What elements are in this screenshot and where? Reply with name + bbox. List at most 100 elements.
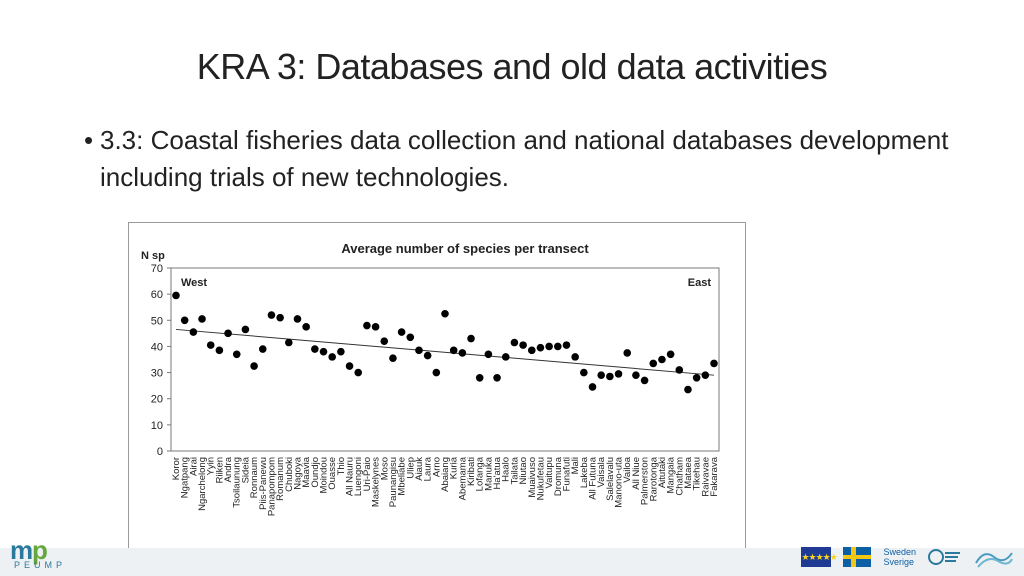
data-point (250, 362, 258, 370)
x-tick-label: Vailoa (622, 456, 633, 482)
fisheries-agency-logo-icon (928, 549, 960, 565)
data-point (519, 341, 527, 349)
mp-logo-icon: m p (10, 535, 48, 565)
data-point (649, 359, 658, 368)
data-point (658, 355, 666, 364)
x-tick-label: Abaiang (440, 457, 451, 492)
x-tick-label: Lakeba (579, 456, 590, 488)
x-tick-label: Vaitupu (544, 457, 555, 489)
x-tick-label: Ngatpang (180, 457, 191, 498)
data-point (189, 328, 198, 336)
x-tick-label: Oundjo (310, 457, 321, 488)
data-point (285, 338, 293, 347)
data-point (484, 350, 493, 359)
data-point (493, 374, 501, 382)
x-tick-label: Yyin (206, 457, 217, 475)
data-point (710, 359, 718, 368)
x-tick-label: Koror (171, 457, 182, 480)
data-point (449, 346, 458, 355)
data-point (302, 323, 310, 331)
x-tick-label: Tailata (509, 456, 520, 484)
x-tick-label: Dromuna (553, 456, 564, 496)
data-point (354, 368, 363, 377)
data-point (475, 374, 484, 382)
data-point (675, 366, 684, 374)
x-tick-label: Nukufetau (535, 457, 546, 500)
data-point (172, 291, 180, 300)
x-tick-label: Piis-Panewu (258, 457, 269, 510)
x-tick-label: Aiauk (414, 457, 425, 481)
data-point (666, 350, 675, 359)
svg-text:m: m (10, 535, 33, 565)
x-tick-label: Kiribati (466, 457, 477, 486)
x-tick-label: Muaivuso (527, 457, 538, 498)
y-tick-label: 50 (151, 315, 163, 327)
data-point (224, 329, 232, 338)
x-tick-label: Maavia (301, 456, 312, 487)
data-point (406, 333, 415, 342)
data-point (267, 311, 276, 319)
x-tick-label: Ha'atua (492, 456, 503, 489)
sweden-label: Sweden Sverige (883, 547, 916, 567)
data-point (614, 370, 623, 378)
data-point (562, 341, 571, 349)
data-point (380, 337, 389, 345)
x-tick-label: Nagoya (292, 456, 303, 489)
species-chart: Average number of species per transect N … (128, 222, 746, 554)
data-point (415, 346, 423, 355)
x-tick-label: Lofanga (475, 456, 486, 491)
x-tick-label: Arno (431, 457, 442, 477)
x-tick-label: Fakarava (709, 456, 720, 496)
x-tick-label: Rarotonga (648, 456, 659, 501)
x-tick-label: Thio (336, 457, 347, 475)
x-tick-label: Chuboki (284, 457, 295, 492)
y-tick-label: 0 (157, 446, 163, 458)
peump-logo-text: PEUMP (14, 560, 67, 570)
bullet-marker: • (84, 125, 94, 155)
x-tick-label: Niutao (518, 457, 529, 484)
data-point (389, 354, 397, 362)
x-tick-label: Moindou (319, 457, 330, 493)
x-tick-label: Mbeliabe (397, 457, 408, 496)
data-point (536, 343, 545, 352)
data-point (580, 368, 588, 377)
partner-logos: ★★★★★ Sweden Sverige (801, 541, 1014, 573)
data-point (345, 362, 354, 370)
x-tick-label: Panapompom (266, 457, 277, 516)
data-point (510, 338, 519, 347)
y-tick-label: 40 (151, 341, 163, 353)
data-point (467, 334, 475, 343)
x-tick-label: Funafuti (561, 457, 572, 491)
x-tick-label: Ronnaum (249, 457, 260, 498)
x-tick-label: Sideia (240, 456, 251, 483)
data-point (701, 371, 710, 379)
data-point (371, 323, 380, 331)
data-point (640, 376, 649, 385)
data-point (632, 371, 640, 379)
x-tick-label: Haalo (501, 457, 512, 482)
chart-title: Average number of species per transect (341, 241, 589, 256)
data-point (241, 325, 250, 334)
data-point (588, 383, 597, 391)
data-point (441, 309, 449, 318)
data-point (180, 316, 189, 325)
x-tick-label: Moso (379, 457, 390, 480)
x-tick-label: Luengoni (353, 457, 364, 496)
x-tick-label: All Futuna (588, 456, 599, 499)
trendline (175, 328, 715, 376)
y-tick-label: 30 (151, 368, 163, 380)
data-point (554, 342, 562, 351)
y-tick-label: 10 (151, 420, 163, 432)
x-tick-label: Aitutaki (657, 457, 668, 488)
data-point (258, 345, 267, 353)
x-tick-label: Andra (223, 456, 234, 482)
x-tick-label: Raivavae (700, 457, 711, 497)
y-tick-label: 20 (151, 394, 163, 406)
x-tick-label: Riiken (214, 457, 225, 483)
data-point (597, 371, 605, 379)
data-point (458, 349, 467, 357)
x-tick-label: Abemama (457, 456, 468, 500)
data-point (684, 385, 692, 394)
data-point (432, 368, 441, 377)
x-tick-label: Tsoilaunung (232, 457, 243, 508)
